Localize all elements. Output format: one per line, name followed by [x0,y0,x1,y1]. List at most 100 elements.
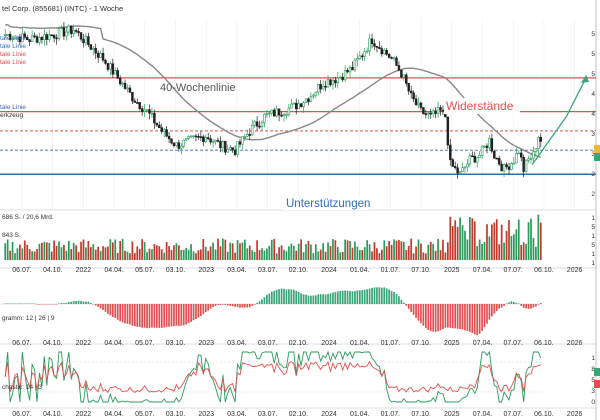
macd-bar [290,289,293,304]
volume-bar [187,249,190,260]
volume-bar [297,243,300,260]
candle-body [82,38,85,44]
macd-bar [285,289,288,304]
volume-bar [173,245,175,260]
candle-body [319,84,322,90]
x-tick-label: 04.04. [104,340,124,347]
price-axis-label: 2 [591,191,595,198]
x-tick-label: 01.04. [350,267,370,274]
macd-bar [410,304,413,312]
macd-bar [197,304,200,318]
candle-body [145,109,149,111]
candle-body [510,163,513,170]
candle-body [441,109,445,112]
candle-body [336,77,340,84]
volume-sub-label: 843 S. [2,232,21,239]
candle-body [439,107,442,111]
candle-body [268,112,271,115]
volume-axis-label: 1 [591,260,595,267]
price-marker-green [594,153,600,161]
volume-bar [224,239,227,260]
volume-bar [256,240,258,260]
candle-body [8,33,12,40]
volume-bar [244,239,246,260]
volume-bar [515,229,518,260]
volume-bar [341,251,344,260]
volume-bar [520,244,523,260]
volume-bar [491,224,493,260]
macd-bar [354,291,356,304]
volume-bar [195,253,197,260]
candle-body [35,36,39,43]
candle-body [131,91,134,102]
macd-bar [31,303,33,304]
volume-bar [539,222,542,260]
volume-bar [429,241,432,260]
volume-bar [278,247,280,260]
x-tick-label: 03.10. [166,411,186,418]
x-tick-label: 07.07. [503,411,523,418]
candle-body [285,113,288,116]
volume-bar [19,244,21,260]
candle-body [478,155,481,158]
candle-body [143,109,146,112]
candle-body [224,140,227,153]
volume-bar [363,247,366,260]
volume-bar [151,249,153,260]
x-tick-label: 2022 [76,411,92,418]
candle-body [326,79,330,88]
macd-bar [53,304,55,305]
candle-body [6,33,9,36]
candle-body [84,36,88,44]
volume-bar [180,249,183,260]
macd-bar [70,301,73,304]
candle-body [101,52,105,61]
candle-body [517,152,520,155]
candle-body [16,36,19,39]
volume-bar [209,246,212,260]
volume-bar [456,226,459,260]
macd-bar [229,304,232,306]
x-tick-label: 01.07. [381,267,401,274]
candle-body [380,48,384,55]
macd-bar [11,303,14,304]
candle-body [373,43,376,47]
volume-bar [80,241,82,260]
candle-body [221,140,225,149]
volume-bar [469,217,471,260]
candle-body [89,44,93,50]
candle-body [60,27,63,29]
macd-bar [288,289,290,304]
macd-bar [361,290,364,304]
macd-bar [454,304,457,329]
legend-entry: tale Linie [0,43,26,50]
volume-bar [380,249,383,260]
x-tick-label: 2023 [198,267,214,274]
volume-bar [11,242,14,260]
candle-body [246,134,249,137]
price-axis-label: 2 [591,171,595,178]
macd-bar [535,304,537,307]
candle-body [409,90,413,94]
macd-bar [449,304,452,328]
candle-body [297,103,300,110]
x-tick-label: 03.07. [258,340,278,347]
x-tick-label: 03.04. [227,340,247,347]
macd-bar [124,304,126,324]
volume-bar [200,249,202,260]
moving-average-line [5,24,542,158]
candle-body [537,137,540,150]
volume-bar [390,244,393,260]
candle-body [228,147,232,150]
macd-bar [417,304,420,321]
candle-body [238,141,242,145]
x-tick-label: 06.07. [12,411,32,418]
volume-bar [275,253,278,260]
macd-bar [341,290,344,304]
macd-bar [283,288,285,304]
candle-body [473,155,476,163]
candle-body [30,35,34,42]
macd-bar [75,301,77,304]
volume-bar [478,239,481,260]
volume-bar [317,251,320,260]
